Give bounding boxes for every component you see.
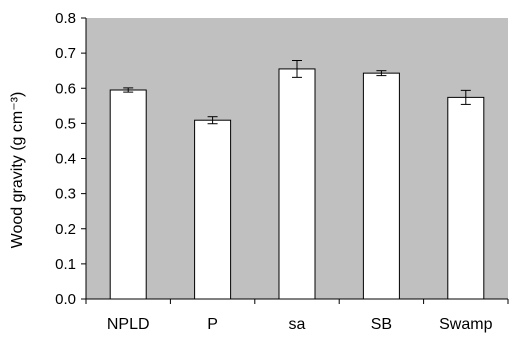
y-tick-label: 0.7 bbox=[55, 45, 76, 62]
y-tick-label: 0.3 bbox=[55, 186, 76, 203]
y-tick-label: 0.5 bbox=[55, 115, 76, 132]
error-bar-p bbox=[207, 116, 218, 125]
y-tick-label: 0.4 bbox=[55, 151, 76, 168]
bar-sa bbox=[278, 68, 316, 300]
error-bar-npld bbox=[123, 87, 134, 93]
y-axis-title: Wood gravity (g cm⁻³) bbox=[9, 92, 26, 249]
bar-sb bbox=[362, 72, 400, 300]
y-tick-label: 0.8 bbox=[55, 10, 76, 27]
x-tick-label: P bbox=[207, 316, 218, 333]
bar-npld bbox=[109, 89, 147, 300]
bar-swamp bbox=[447, 96, 485, 300]
y-tick-label: 0.2 bbox=[55, 221, 76, 238]
x-tick-label: SB bbox=[371, 316, 392, 333]
y-ticks: 0.0 0.1 0.2 0.3 0.4 0.5 0.6 0.7 0.8 bbox=[55, 10, 86, 308]
error-bar-sb bbox=[376, 70, 387, 77]
bars bbox=[109, 68, 485, 300]
y-tick-label: 0.6 bbox=[55, 80, 76, 97]
error-bar-swamp bbox=[460, 89, 471, 105]
x-tick-label: sa bbox=[289, 316, 306, 333]
y-tick-label: 0.0 bbox=[55, 291, 76, 308]
error-bars bbox=[123, 60, 471, 125]
bar-p bbox=[194, 119, 232, 300]
error-bar-sa bbox=[292, 60, 302, 78]
x-tick-label: NPLD bbox=[107, 316, 150, 333]
y-tick-label: 0.1 bbox=[55, 256, 76, 273]
x-tick-label: Swamp bbox=[439, 316, 492, 333]
